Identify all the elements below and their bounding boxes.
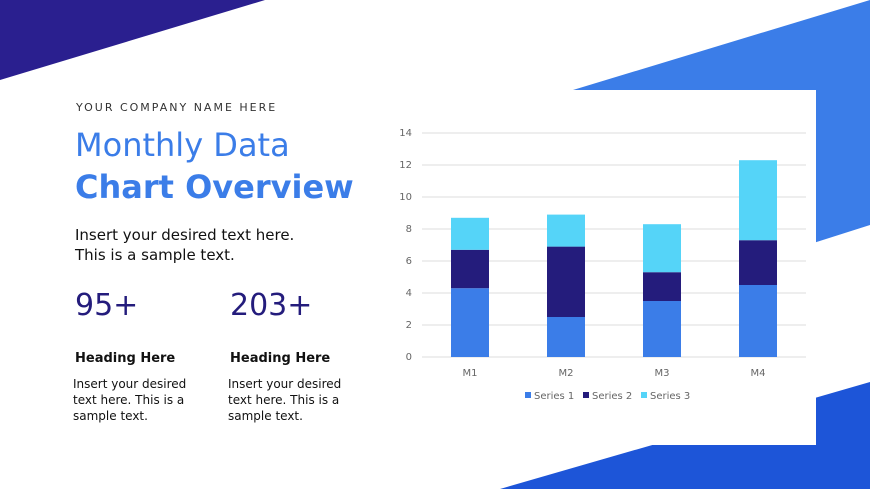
stat-text: Insert your desired — [228, 377, 342, 391]
legend-swatch — [525, 392, 531, 398]
bar — [547, 317, 585, 357]
bar — [739, 160, 777, 241]
y-tick-label: 14 — [399, 128, 412, 139]
legend-swatch — [641, 392, 647, 398]
bar — [451, 217, 489, 250]
title: Monthly Data — [75, 126, 290, 164]
x-tick-label: M1 — [463, 368, 478, 379]
legend-swatch — [583, 392, 589, 398]
x-tick-label: M2 — [559, 368, 574, 379]
legend-label: Series 2 — [592, 391, 632, 402]
intro: Insert your desired text here. — [75, 226, 295, 244]
bar — [643, 301, 681, 357]
bar — [547, 214, 585, 247]
title: Chart Overview — [75, 168, 354, 206]
bar — [739, 240, 777, 285]
stat-text: Insert your desired — [73, 377, 187, 391]
y-tick-label: 10 — [399, 192, 412, 203]
y-tick-label: 12 — [399, 160, 412, 171]
stat-number: 203+ — [230, 288, 313, 323]
stat-text: sample text. — [73, 409, 148, 423]
bar — [643, 224, 681, 273]
legend-label: Series 1 — [534, 391, 574, 402]
y-tick-label: 0 — [406, 352, 412, 363]
x-tick-label: M3 — [655, 368, 670, 379]
y-tick-label: 4 — [406, 288, 412, 299]
bar — [739, 285, 777, 357]
y-tick-label: 8 — [406, 224, 412, 235]
company: YOUR COMPANY NAME HERE — [76, 101, 278, 114]
y-tick-label: 6 — [406, 256, 412, 267]
bar — [547, 246, 585, 317]
y-tick-label: 2 — [406, 320, 412, 331]
stat-text: text here. This is a — [228, 393, 340, 407]
decor — [0, 0, 265, 80]
bar — [451, 288, 489, 357]
x-tick-label: M4 — [751, 368, 766, 379]
stat-heading: Heading Here — [75, 351, 176, 366]
bar — [451, 249, 489, 289]
stat-text: sample text. — [228, 409, 303, 423]
bar — [643, 272, 681, 301]
stat-heading: Heading Here — [230, 351, 331, 366]
legend-label: Series 3 — [650, 391, 690, 402]
intro: This is a sample text. — [75, 246, 235, 264]
stat-text: text here. This is a — [73, 393, 185, 407]
stat-number: 95+ — [75, 288, 139, 323]
